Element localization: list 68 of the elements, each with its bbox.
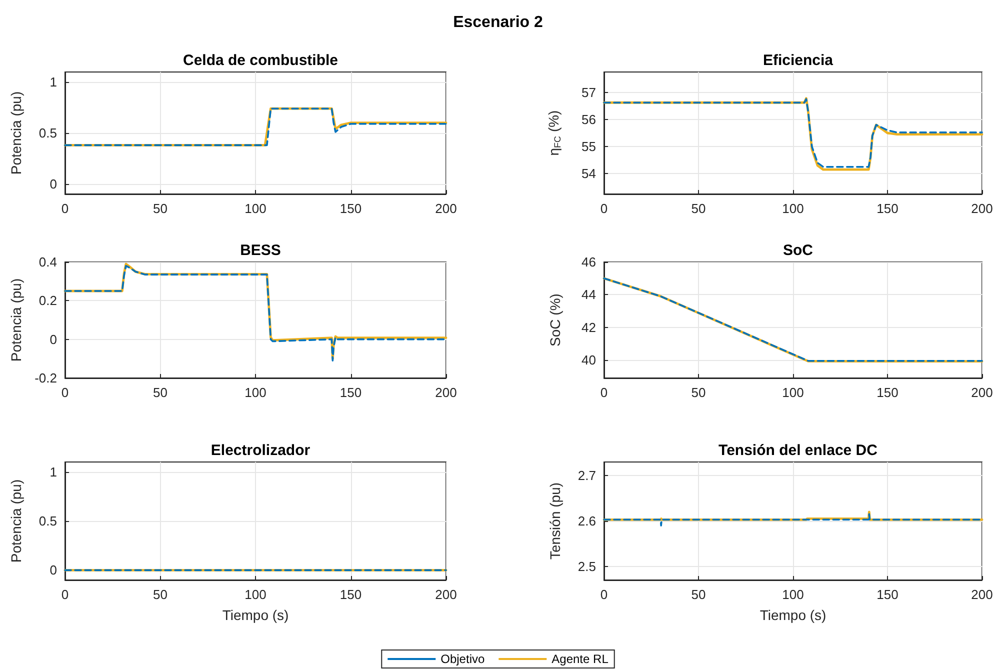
x-tick-label: 0 [600,201,608,216]
y-tick-label: 42 [582,320,596,335]
x-tick-label: 100 [782,385,804,400]
chart-title: Celda de combustible [182,52,338,69]
x-tick-label: 200 [971,201,993,216]
y-tick-label: 0.5 [38,126,57,140]
y-tick-label: 0.4 [38,254,57,270]
x-tick-label: 100 [244,201,266,216]
y-tick-label: 2.7 [578,468,596,484]
text: Escenario 2 [452,14,544,32]
x-tick-label: 100 [244,587,266,602]
x-tick-label: 0 [61,385,69,400]
chart-title: Tensión del enlace DC [718,442,878,459]
y-tick-label: 57 [582,84,596,100]
x-tick-label: 150 [876,201,898,216]
x-tick-label: 150 [876,587,898,602]
y-tick-label: 0 [50,176,57,192]
y-axis-title: Potencia (pu) [8,479,24,563]
x-tick-label: 150 [876,385,898,400]
x-tick-label: 50 [691,201,706,216]
y-axis-title: Potencia (pu) [8,278,24,362]
x-tick-label: 0 [61,587,69,602]
chart-title: Electrolizador [210,442,310,459]
legend-label: Agente RL [552,652,609,666]
x-tick-label: 100 [244,385,266,400]
x-tick-label: 200 [435,385,457,400]
legend-label: Objetivo [440,652,485,666]
y-axis-title: SoC (%) [547,294,563,346]
y-tick-label: 0 [50,332,57,347]
y-tick-label: 0.5 [38,514,57,528]
y-tick-label: 1 [50,464,57,480]
x-tick-label: 200 [971,385,993,400]
y-tick-label: 2.5 [578,558,596,574]
x-axis-title: Tiempo (s) [760,607,826,623]
y-axis-title: Tensión (pu) [547,482,563,560]
x-tick-label: 150 [340,201,362,216]
x-tick-label: 50 [153,385,168,400]
y-axis-title: ηFC (%) [546,110,562,156]
y-tick-label: 0.2 [38,293,57,308]
y-tick-label: 56 [582,112,596,127]
y-tick-label: 54 [582,166,596,182]
x-tick-label: 150 [340,385,362,400]
x-tick-label: 0 [600,385,608,400]
x-tick-label: 50 [153,201,168,216]
x-axis-title: Tiempo (s) [222,607,289,623]
x-tick-label: 200 [435,201,457,216]
x-tick-label: 100 [782,201,804,216]
y-tick-label: 2.6 [578,514,596,528]
x-tick-label: 200 [971,587,993,602]
chart-title: Eficiencia [762,52,834,69]
x-tick-label: 150 [340,587,362,602]
chart-title: BESS [240,242,281,259]
x-tick-label: 50 [691,385,706,400]
y-tick-label: -0.2 [34,370,57,386]
x-tick-label: 0 [61,201,69,216]
y-tick-label: 1 [50,74,57,90]
y-tick-label: 46 [582,254,596,270]
chart-title: SoC [783,242,814,259]
y-tick-label: 44 [582,287,596,302]
x-tick-label: 50 [153,587,168,602]
y-tick-label: 0 [50,562,57,578]
x-tick-label: 50 [691,587,706,602]
x-tick-label: 100 [782,587,804,602]
x-tick-label: 200 [435,587,457,602]
y-tick-label: 40 [582,352,596,368]
y-tick-label: 55 [582,139,596,154]
x-tick-label: 0 [600,587,608,602]
y-axis-title: Potencia (pu) [8,91,24,175]
